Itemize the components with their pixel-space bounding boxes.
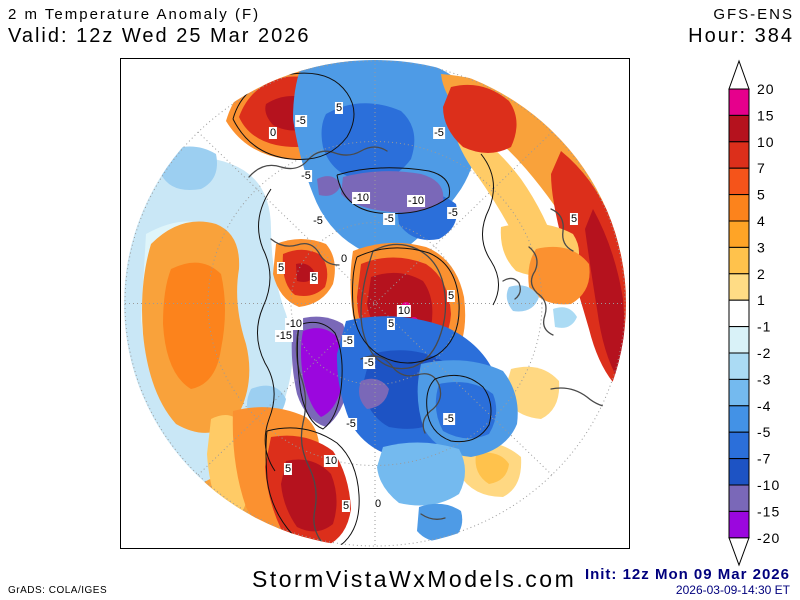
grads-credit-label: GrADS: COLA/IGES xyxy=(8,585,108,596)
contour-label: -5 xyxy=(342,335,354,347)
scale-arrow-up-icon xyxy=(728,59,750,90)
contour-label: -5 xyxy=(345,418,357,430)
contour-label: 5 xyxy=(569,213,579,225)
contour-label: 5 xyxy=(283,463,293,475)
contour-label: -10 xyxy=(285,318,303,330)
color-scale-label: -5 xyxy=(757,424,771,440)
color-scale-segment xyxy=(728,88,750,116)
color-scale-label: 4 xyxy=(757,213,766,229)
color-scale-segment xyxy=(728,352,750,380)
contour-label: -15 xyxy=(275,330,293,342)
contour-label: 0 xyxy=(373,498,383,510)
scale-arrow-down-icon xyxy=(728,537,750,567)
color-scale-label: -7 xyxy=(757,451,771,467)
color-scale-segment xyxy=(728,273,750,301)
color-scale-segment xyxy=(728,299,750,328)
valid-time-label: Valid: 12z Wed 25 Mar 2026 xyxy=(8,25,311,47)
contour-label: -5 xyxy=(443,413,455,425)
contour-label: 5 xyxy=(446,290,456,302)
color-scale-label: -20 xyxy=(757,530,780,546)
contour-labels-layer: 5 -5 0 -5 -5 -10 -10 -5 -5 -5 5 0 5 5 5 10 5 -5 -5 -10 -15 -5… xyxy=(121,59,629,548)
contour-lines xyxy=(232,72,499,547)
contour-label: -5 xyxy=(383,213,395,225)
contour-label: 5 xyxy=(276,262,286,274)
color-scale-label: 10 xyxy=(757,134,775,150)
color-scale-label: -3 xyxy=(757,371,771,387)
color-scale-segment xyxy=(728,194,750,222)
color-scale-segment xyxy=(728,220,750,248)
color-scale-segment xyxy=(728,167,750,196)
contour-label: -5 xyxy=(363,357,375,369)
page-title: 2 m Temperature Anomaly (F) xyxy=(8,6,261,23)
contour-label: 5 xyxy=(386,318,396,330)
forecast-hour-label: Hour: 384 xyxy=(688,25,794,47)
color-scale-label: -10 xyxy=(757,477,780,493)
color-scale-label: 7 xyxy=(757,160,766,176)
contour-label: 5 xyxy=(341,500,351,512)
color-scale-label: -15 xyxy=(757,503,780,519)
contour-label: 10 xyxy=(396,305,412,317)
color-scale-label: 15 xyxy=(757,107,775,123)
kamchatka-warm-region xyxy=(273,239,335,307)
color-scale-label: 2 xyxy=(757,266,766,282)
contour-label: -10 xyxy=(352,192,370,204)
contour-label: -5 xyxy=(447,207,459,219)
contour-label: -5 xyxy=(295,115,307,127)
color-scale-segment xyxy=(728,246,750,275)
contour-label: 5 xyxy=(309,272,319,284)
color-scale-label: -2 xyxy=(757,345,771,361)
contour-label: 0 xyxy=(268,127,278,139)
init-timestamp-label: 2026-03-09-14:30 ET xyxy=(675,583,790,597)
alaska-cold-region xyxy=(291,316,351,427)
color-scale-segment xyxy=(728,141,750,169)
model-name-label: GFS-ENS xyxy=(713,6,794,23)
contour-label: 5 xyxy=(334,102,344,114)
contour-label: 0 xyxy=(339,253,349,265)
init-time-label: Init: 12z Mon 09 Mar 2026 xyxy=(584,566,790,583)
color-scale-label: -4 xyxy=(757,398,771,414)
europe-mixed-region xyxy=(459,223,590,497)
color-scale-label: 3 xyxy=(757,239,766,255)
site-watermark: StormVistaWxModels.com xyxy=(252,566,577,592)
contour-label: -5 xyxy=(433,127,445,139)
contour-label: -5 xyxy=(300,170,312,182)
temperature-anomaly-map xyxy=(124,60,626,547)
map-plot-frame: 5 -5 0 -5 -5 -10 -10 -5 -5 -5 5 0 5 5 5 10 5 -5 -5 -10 -15 -5… xyxy=(120,58,630,549)
color-scale-label: 5 xyxy=(757,187,766,203)
contour-label: -5 xyxy=(312,215,324,227)
color-scale-label: -1 xyxy=(757,319,771,335)
color-scale-segment xyxy=(728,458,750,486)
color-scale-segment xyxy=(728,405,750,433)
color-scale-segment xyxy=(728,114,750,143)
color-scale-segment xyxy=(728,326,750,354)
color-scale-segment xyxy=(728,484,750,512)
color-scale-segment xyxy=(728,510,750,539)
color-scale-segment xyxy=(728,378,750,407)
color-scale: 20 15 10 7 5 4 3 2 1 -1 -2 -3 -4 -5 -7 -10 -15 -20 xyxy=(728,59,780,567)
color-scale-segment xyxy=(728,431,750,460)
color-scale-label: 20 xyxy=(757,81,775,97)
contour-label: -10 xyxy=(407,195,425,207)
color-scale-label: 1 xyxy=(757,292,766,308)
contour-label: 10 xyxy=(323,455,339,467)
